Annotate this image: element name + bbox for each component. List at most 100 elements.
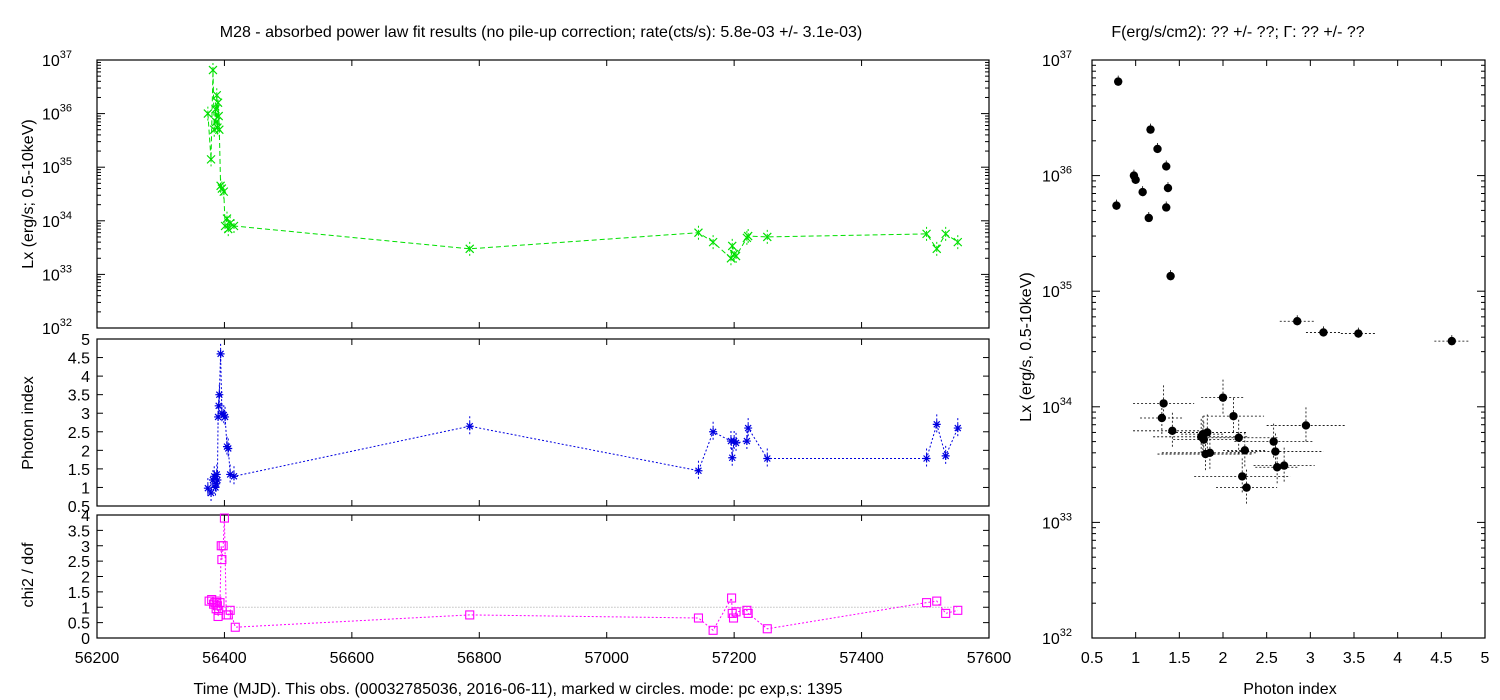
lx-point <box>216 181 226 191</box>
photon-index-point <box>744 424 753 433</box>
photon-index-point <box>211 483 220 492</box>
lx-point <box>203 109 213 119</box>
photon-index-point <box>742 437 751 446</box>
lx-point <box>212 90 222 100</box>
lx-point <box>222 214 232 224</box>
scatter-point <box>1234 433 1243 442</box>
scatter-point <box>1146 125 1155 134</box>
scatter-point <box>1319 328 1328 337</box>
photon-index-point <box>221 412 230 421</box>
chi2-point <box>922 598 932 608</box>
chi2-point <box>219 513 229 523</box>
panel-frame-lx <box>96 59 990 329</box>
x-tick-label: 3 <box>1306 650 1315 667</box>
chi2-point <box>225 605 235 615</box>
y-tick-label: 1035 <box>1042 280 1072 301</box>
lx-point <box>206 154 216 164</box>
photon-index-point <box>216 349 225 358</box>
lx-point <box>223 224 233 234</box>
y-tick-label: 4.5 <box>68 351 90 368</box>
scatter-point <box>1269 437 1278 446</box>
chi2-point <box>223 610 233 620</box>
time-axis-label: Time (MJD). This obs. (00032785036, 2016… <box>194 681 843 698</box>
y-tick-label: 0 <box>81 631 90 648</box>
scatter-point <box>1301 421 1311 430</box>
photon-index-point <box>709 427 718 436</box>
chi2-point <box>230 622 240 632</box>
chi2-point <box>212 596 222 606</box>
scatter-point <box>1203 428 1212 437</box>
photon-index-point <box>212 470 221 479</box>
y-tick-label: 1035 <box>42 156 72 177</box>
x-tick-label: 0.5 <box>1081 650 1103 667</box>
photon-index-axis-label: Photon index <box>20 376 37 469</box>
lx-series-line <box>207 69 959 260</box>
scatter-point <box>1162 203 1171 212</box>
chi2-axis-label: chi2 / dof <box>20 542 37 607</box>
lx-point <box>941 229 951 239</box>
chi2-series-line <box>208 518 958 632</box>
chi2-point <box>932 596 942 606</box>
lx-point <box>762 232 772 242</box>
y-tick-label: 1032 <box>1042 627 1072 648</box>
x-tick-label: 56800 <box>457 650 502 667</box>
lx-point <box>229 221 239 231</box>
scatter-point <box>1240 446 1250 455</box>
chi2-point <box>742 605 752 615</box>
scatter-point <box>1271 447 1280 456</box>
x-tick-label: 2.5 <box>1256 650 1278 667</box>
scatter-point <box>1218 393 1228 402</box>
chi2-point <box>731 607 741 617</box>
y-tick-label: 0.5 <box>68 616 90 633</box>
scatter-y-axis-label: Lx (erg/s, 0.5-10keV) <box>1018 272 1035 421</box>
scatter-point <box>1229 411 1238 421</box>
scatter-point <box>1138 187 1147 197</box>
lx-point <box>731 251 741 261</box>
lx-point <box>932 244 942 254</box>
lx-point <box>225 218 235 228</box>
scatter-point <box>1354 329 1363 338</box>
x-tick-label: 1 <box>1131 650 1140 667</box>
chi2-point <box>217 555 227 565</box>
photon-index-point <box>215 390 224 399</box>
scatter-point <box>1157 413 1167 423</box>
chi2-point <box>693 613 704 623</box>
y-tick-label: 1034 <box>1042 396 1072 417</box>
y-tick-label: 2.5 <box>68 554 90 571</box>
y-tick-label: 1033 <box>1042 511 1072 532</box>
x-tick-label: 56400 <box>202 650 247 667</box>
x-tick-label: 2 <box>1219 650 1228 667</box>
lx-axis-label: Lx (erg/s; 0.5-10keV) <box>20 119 37 268</box>
scatter-point <box>1163 183 1173 193</box>
scatter-point <box>1447 336 1457 346</box>
chi2-point <box>728 613 739 623</box>
scatter-point <box>1279 461 1289 470</box>
lx-point <box>211 104 220 114</box>
lx-point <box>708 237 718 247</box>
y-tick-label: 3.5 <box>68 523 90 540</box>
photon-index-point <box>229 472 238 481</box>
y-tick-label: 0.5 <box>68 499 90 516</box>
chi2-point <box>941 608 951 618</box>
x-tick-label: 56200 <box>75 650 120 667</box>
lx-point <box>214 125 224 135</box>
chi2-point <box>212 601 222 611</box>
photon-index-point <box>214 401 223 410</box>
scatter-point <box>1201 449 1210 459</box>
photon-index-point <box>932 420 941 429</box>
y-tick-label: 1.5 <box>68 462 90 479</box>
y-tick-label: 1.5 <box>68 585 90 602</box>
y-tick-label: 4 <box>81 369 90 386</box>
scatter-point <box>1153 144 1162 154</box>
panel-frame-sc <box>1091 59 1486 639</box>
x-tick-label: 3.5 <box>1343 650 1365 667</box>
chi2-point <box>953 605 963 615</box>
y-tick-label: 3 <box>81 539 90 556</box>
lx-point <box>208 65 218 75</box>
x-tick-label: 5 <box>1481 650 1490 667</box>
scatter-point <box>1242 483 1251 492</box>
y-tick-label: 1 <box>81 600 90 617</box>
lx-point <box>465 244 475 254</box>
photon-index-point <box>212 479 221 488</box>
y-tick-label: 3 <box>81 406 90 423</box>
